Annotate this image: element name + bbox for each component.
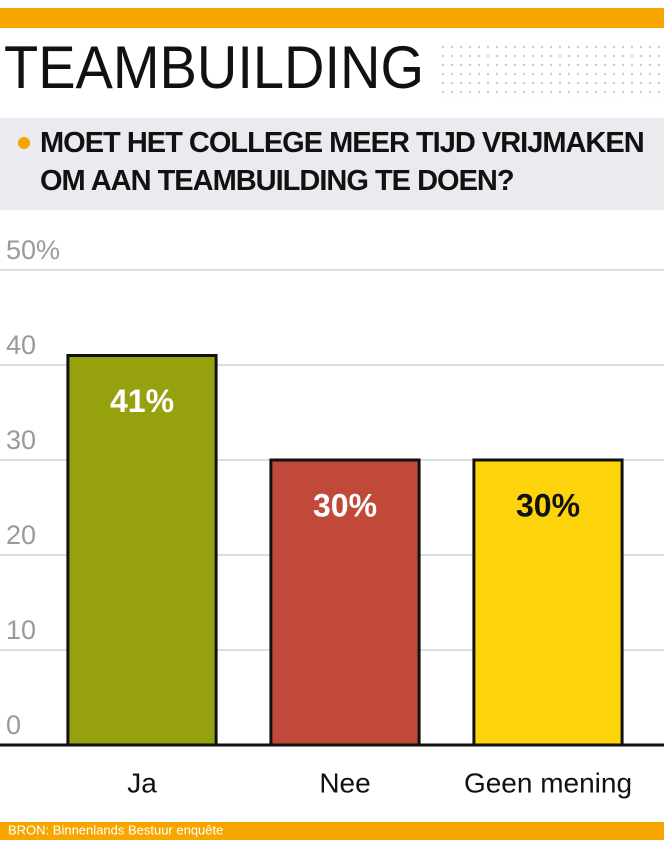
value-label: 41% (110, 383, 174, 419)
bar (472, 458, 624, 747)
source: BRON: Binnenlands Bestuur enquête (8, 822, 223, 837)
bullet (18, 137, 30, 149)
x-tick-label: Geen mening (464, 767, 632, 798)
bar (66, 354, 218, 747)
chart-subtitle: MOET HET COLLEGE MEER TIJD VRIJMAKEN OM … (40, 127, 645, 197)
y-tick-label: 50% (6, 235, 60, 265)
y-tick-label: 30 (6, 425, 36, 455)
value-label: 30% (313, 487, 377, 523)
y-tick-label: 40 (6, 330, 36, 360)
chart-title: TEAMBUILDING (4, 34, 424, 101)
x-tick-label: Nee (319, 767, 370, 798)
subtitle-wrap: MOET HET COLLEGE MEER TIJD VRIJMAKEN OM … (40, 127, 645, 197)
y-tick-label: 0 (6, 710, 21, 740)
bar (269, 458, 421, 747)
top-bar (0, 8, 664, 28)
x-tick-label: Ja (127, 767, 157, 798)
y-tick-label: 20 (6, 520, 36, 550)
value-label: 30% (516, 487, 580, 523)
subtitle-box (0, 118, 664, 210)
dot-pattern (436, 44, 664, 100)
y-tick-label: 10 (6, 615, 36, 645)
footer-bar (0, 822, 664, 840)
